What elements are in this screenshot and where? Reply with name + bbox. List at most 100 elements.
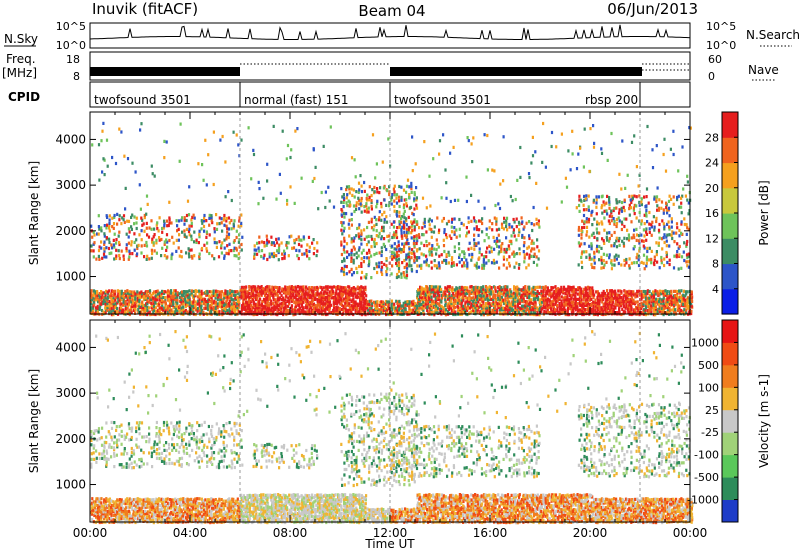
heatmap-cell [546,297,550,301]
heatmap-cell [594,310,597,314]
heatmap-cell [364,302,367,306]
heatmap-cell [571,288,574,292]
heatmap-cell [224,289,227,293]
heatmap-cell [512,298,515,302]
heatmap-cell [635,195,638,199]
heatmap-cell [117,299,120,304]
heatmap-cell [356,294,359,298]
heatmap-cell [534,285,537,290]
heatmap-cell [201,221,204,225]
heatmap-cell [530,247,533,251]
heatmap-cell [183,229,186,233]
heatmap-cell [336,306,340,310]
heatmap-cell [585,194,588,198]
heatmap-cell [153,304,156,308]
heatmap-cell [607,292,610,296]
heatmap-cell [500,249,503,254]
heatmap-cell [264,306,267,310]
heatmap-cell [465,258,468,262]
heatmap-cell [600,310,604,314]
heatmap-cell [532,290,535,294]
heatmap-cell [276,249,279,253]
heatmap-cell [118,214,121,218]
heatmap-cell [473,242,476,246]
nsky-panel-frame [89,22,691,49]
heatmap-cell [486,286,489,290]
heatmap-cell [525,252,529,256]
heatmap-cell [670,299,673,303]
heatmap-cell [486,293,489,298]
heatmap-cell [265,296,268,300]
heatmap-cell [652,295,655,299]
heatmap-cell [162,226,165,230]
heatmap-cell [248,288,251,292]
heatmap-cell [680,231,683,235]
heatmap-cell [570,300,573,304]
heatmap-cell [216,298,219,302]
heatmap-cell [459,290,462,294]
heatmap-cell [100,229,103,233]
heatmap-cell [493,305,496,309]
freq-band-2 [390,67,642,76]
heatmap-cell [108,251,111,256]
heatmap-cell [390,195,393,199]
heatmap-cell [128,251,131,256]
heatmap-cell [145,240,148,245]
heatmap-cell [343,250,346,254]
heatmap-cell [678,205,681,209]
heatmap-cell [685,308,688,312]
heatmap-cell [503,250,506,254]
heatmap-cell [472,300,475,304]
heatmap-cell [664,311,667,315]
heatmap-cell [224,291,227,295]
heatmap-cell [672,298,675,302]
heatmap-cell [523,225,526,229]
heatmap-cell [256,296,259,300]
heatmap-cell [103,255,106,259]
heatmap-cell [114,302,117,306]
heatmap-cell [532,254,536,258]
heatmap-cell [393,235,396,239]
heatmap-cell [669,290,672,294]
heatmap-cell [566,295,569,299]
heatmap-cell [280,311,283,315]
heatmap-cell [224,293,227,297]
heatmap-cell [373,244,376,248]
heatmap-cell [462,286,465,290]
heatmap-cell [298,238,301,242]
heatmap-cell [494,302,497,306]
heatmap-cell [288,289,291,293]
heatmap-cell [336,294,340,298]
heatmap-cell [452,294,455,298]
heatmap-cell [354,305,357,309]
heatmap-cell [155,238,158,242]
heatmap-cell [413,244,416,248]
heatmap-cell [415,196,418,200]
heatmap-cell [423,293,426,297]
heatmap-cell [312,292,315,296]
heatmap-cell [358,302,361,306]
heatmap-cell [396,245,399,249]
heatmap-cell [164,290,167,294]
heatmap-cell [590,242,593,246]
heatmap-cell [257,302,260,306]
heatmap-cell [237,256,240,261]
heatmap-cell [412,236,415,240]
heatmap-cell [640,306,643,311]
heatmap-cell [678,308,681,312]
heatmap-cell [350,259,353,263]
heatmap-cell [644,293,647,297]
heatmap-cell [397,304,400,308]
heatmap-cell [583,194,586,198]
heatmap-cell [130,290,133,294]
freq-unit: [MHz] [2,66,37,80]
heatmap-cell [426,287,429,291]
heatmap-cell [141,218,144,222]
heatmap-cell [302,237,306,241]
heatmap-cell [393,190,396,194]
heatmap-cell [397,266,401,270]
heatmap-cell [97,225,100,229]
heatmap-cell [376,199,379,203]
heatmap-cell [590,297,593,301]
heatmap-cell [474,292,477,296]
